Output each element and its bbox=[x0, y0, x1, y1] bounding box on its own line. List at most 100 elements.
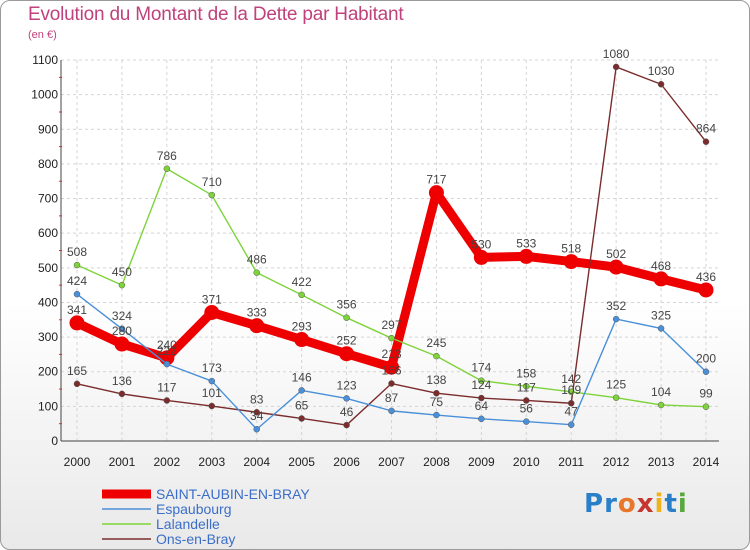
data-label-2: 174 bbox=[471, 361, 491, 375]
series-point-1 bbox=[118, 325, 126, 333]
data-label-1: 64 bbox=[475, 399, 489, 413]
x-tick-label: 2001 bbox=[109, 455, 136, 469]
data-label-0: 252 bbox=[337, 334, 357, 348]
data-label-2: 125 bbox=[606, 378, 626, 392]
data-label-1: 123 bbox=[337, 378, 357, 392]
y-tick-label: 800 bbox=[38, 157, 58, 171]
data-label-2: 422 bbox=[292, 275, 312, 289]
data-label-3: 1080 bbox=[603, 47, 630, 61]
data-label-1: 34 bbox=[250, 409, 264, 423]
series-point-3 bbox=[478, 394, 485, 402]
x-tick-label: 2008 bbox=[423, 455, 450, 469]
x-tick-label: 2004 bbox=[243, 455, 270, 469]
data-label-1: 146 bbox=[292, 370, 312, 384]
data-label-0: 240 bbox=[157, 338, 177, 352]
series-point-2 bbox=[702, 403, 710, 410]
series-point-1 bbox=[388, 407, 395, 415]
data-label-3: 166 bbox=[381, 364, 401, 378]
series-point-3 bbox=[433, 389, 440, 397]
series-point-1 bbox=[523, 418, 530, 425]
series-point-2 bbox=[73, 261, 81, 269]
series-point-1 bbox=[253, 425, 260, 433]
y-tick-label: 500 bbox=[38, 261, 58, 275]
data-label-1: 47 bbox=[565, 405, 579, 419]
series-point-2 bbox=[118, 281, 126, 289]
series-point-2 bbox=[478, 377, 485, 384]
y-tick-label: 200 bbox=[38, 365, 58, 379]
x-tick-label: 2002 bbox=[154, 455, 181, 469]
data-label-0: 502 bbox=[606, 247, 626, 261]
data-label-1: 325 bbox=[651, 308, 671, 322]
data-label-0: 436 bbox=[696, 270, 716, 284]
series-point-3 bbox=[208, 402, 216, 410]
data-label-2: 142 bbox=[561, 372, 581, 386]
chart-title: Evolution du Montant de la Dette par Hab… bbox=[28, 4, 404, 25]
data-label-2: 158 bbox=[516, 366, 536, 380]
series-point-2 bbox=[657, 401, 665, 409]
series-point-1 bbox=[298, 387, 305, 394]
data-label-2: 786 bbox=[157, 149, 177, 163]
series-point-0 bbox=[518, 248, 534, 264]
data-label-1: 352 bbox=[606, 299, 626, 313]
data-label-0: 533 bbox=[516, 236, 536, 250]
data-label-0: 530 bbox=[471, 237, 491, 251]
data-label-2: 710 bbox=[202, 175, 222, 189]
legend-label-3: Ons-en-Bray bbox=[156, 531, 235, 547]
legend-label-2: Lalandelle bbox=[156, 516, 220, 532]
series-point-3 bbox=[343, 421, 350, 429]
series-point-3 bbox=[163, 397, 171, 404]
series-point-0 bbox=[294, 332, 310, 348]
series-point-3 bbox=[567, 399, 575, 407]
data-label-0: 341 bbox=[67, 303, 87, 317]
series-point-2 bbox=[253, 269, 260, 276]
series-point-3 bbox=[253, 409, 260, 416]
series-point-2 bbox=[298, 291, 305, 299]
series-point-2 bbox=[208, 191, 216, 199]
series-point-3 bbox=[523, 397, 530, 404]
series-point-1 bbox=[657, 325, 665, 332]
data-label-3: 65 bbox=[295, 398, 309, 412]
y-unit-label: (en €) bbox=[28, 29, 57, 41]
data-label-0: 518 bbox=[561, 242, 581, 256]
y-tick-label: 1000 bbox=[31, 88, 58, 102]
series-point-2 bbox=[612, 394, 620, 401]
data-label-3: 117 bbox=[157, 380, 176, 394]
series-point-1 bbox=[478, 415, 485, 423]
x-tick-label: 2012 bbox=[603, 455, 630, 469]
series-point-0 bbox=[428, 185, 444, 201]
series-point-1 bbox=[702, 368, 710, 375]
y-tick-label: 700 bbox=[38, 192, 58, 206]
data-label-0: 468 bbox=[651, 259, 671, 273]
series-point-1 bbox=[163, 360, 171, 368]
data-label-2: 245 bbox=[426, 336, 446, 350]
data-label-1: 200 bbox=[696, 352, 716, 366]
data-label-3: 138 bbox=[426, 373, 446, 387]
data-label-0: 371 bbox=[202, 292, 222, 306]
series-point-2 bbox=[567, 388, 575, 396]
data-label-1: 324 bbox=[112, 309, 132, 323]
data-label-0: 717 bbox=[426, 173, 446, 187]
data-label-3: 83 bbox=[250, 392, 264, 406]
data-label-3: 1030 bbox=[648, 64, 675, 78]
x-tick-label: 2014 bbox=[693, 455, 720, 469]
x-tick-label: 2005 bbox=[288, 455, 315, 469]
data-label-3: 165 bbox=[67, 364, 87, 378]
x-tick-label: 2006 bbox=[333, 455, 360, 469]
series-point-1 bbox=[208, 377, 216, 385]
y-tick-label: 1100 bbox=[32, 53, 58, 67]
y-tick-label: 300 bbox=[38, 330, 58, 344]
data-label-3: 864 bbox=[696, 122, 716, 136]
series-point-2 bbox=[388, 334, 395, 342]
legend-label-1: Espaubourg bbox=[156, 501, 232, 517]
data-label-3: 124 bbox=[471, 378, 491, 392]
series-point-3 bbox=[657, 80, 665, 88]
series-point-1 bbox=[343, 395, 350, 402]
data-label-0: 333 bbox=[247, 306, 267, 320]
y-tick-label: 600 bbox=[38, 226, 58, 240]
data-label-2: 99 bbox=[699, 387, 713, 401]
series-point-1 bbox=[433, 411, 440, 419]
data-label-2: 104 bbox=[651, 385, 671, 399]
data-label-2: 450 bbox=[112, 265, 132, 279]
data-label-1: 173 bbox=[202, 361, 222, 375]
